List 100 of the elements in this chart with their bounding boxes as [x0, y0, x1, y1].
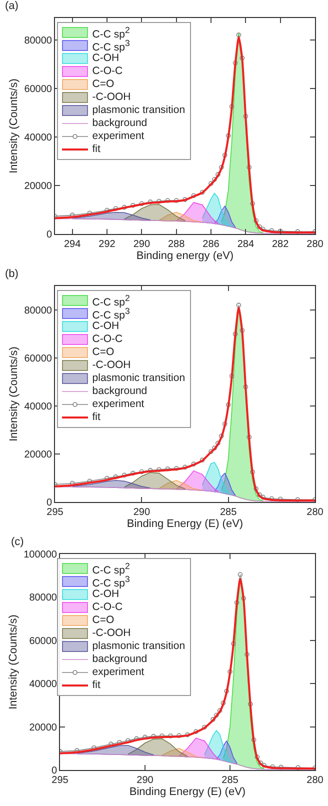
point — [226, 402, 231, 408]
point — [234, 600, 240, 605]
x-tick-label: 290 — [133, 239, 150, 250]
point — [254, 486, 258, 492]
x-tick-label: 285 — [220, 507, 238, 518]
text: (a) — [5, 0, 18, 12]
y-tick-label: 0 — [46, 230, 52, 240]
point — [139, 469, 144, 474]
point — [278, 764, 284, 770]
legend-label: experiment — [92, 130, 144, 144]
point — [257, 224, 262, 230]
point — [251, 737, 256, 742]
y-tick-label: 20000 — [24, 450, 52, 460]
point — [240, 56, 245, 60]
point — [243, 384, 248, 390]
legend-label: C-OH — [92, 588, 120, 602]
point — [182, 464, 188, 470]
point — [174, 198, 179, 203]
y-tick-label: 60000 — [24, 84, 52, 95]
x-tick-label: 286 — [202, 239, 220, 250]
point — [254, 754, 260, 760]
legend-label: C-O-C — [92, 601, 123, 614]
y-tick-label: 0 — [51, 766, 58, 776]
point — [156, 467, 162, 472]
legend-label: plasmonic transition — [92, 104, 186, 118]
point — [248, 702, 253, 707]
point — [148, 200, 153, 204]
point — [216, 172, 220, 177]
legend-label: fit — [92, 143, 100, 156]
point — [200, 458, 205, 462]
point — [232, 332, 238, 336]
point — [260, 494, 266, 500]
legend-label: C-C sp$^{3}$ — [92, 574, 130, 590]
point — [269, 496, 274, 502]
text: (b) — [5, 268, 18, 280]
x-tick-label: 295 — [52, 775, 69, 786]
point — [122, 204, 127, 210]
point — [165, 198, 170, 203]
x-axis-title: Binding Energy (E) (eV) — [129, 786, 246, 798]
point — [219, 164, 224, 170]
x-tick-label: 294 — [64, 239, 82, 250]
point — [130, 202, 136, 208]
y-tick-label: 0 — [46, 498, 52, 508]
legend-label: C-O-C — [92, 65, 123, 78]
point — [246, 434, 252, 440]
legend-label: C-OH — [92, 52, 120, 66]
legend-label: C=O — [92, 78, 114, 92]
legend-label: background — [92, 653, 148, 666]
point — [244, 652, 250, 657]
point — [216, 440, 220, 446]
point — [208, 181, 214, 186]
point — [254, 218, 258, 224]
point — [202, 724, 207, 730]
y-tick-label: 80000 — [24, 306, 52, 316]
y-tick-label: 80000 — [24, 35, 52, 46]
legend-label: -C-OOH — [92, 627, 131, 640]
legend-label: plasmonic transition — [92, 640, 186, 654]
legend-label: plasmonic transition — [92, 372, 186, 386]
point — [238, 572, 243, 577]
point — [214, 712, 219, 718]
y-tick-label: 80000 — [29, 592, 58, 604]
point — [139, 201, 144, 206]
point — [231, 641, 236, 646]
point — [176, 733, 182, 738]
legend-label: fit — [92, 411, 100, 424]
point — [240, 328, 245, 333]
point — [191, 462, 196, 466]
point — [174, 466, 179, 471]
point — [194, 729, 198, 734]
x-tick-label: 280 — [306, 775, 324, 786]
legend-label: -C-OOH — [92, 91, 131, 104]
point — [250, 201, 255, 206]
x-tick-label: 295 — [46, 507, 64, 518]
point — [210, 717, 216, 722]
text: (c) — [11, 536, 24, 548]
point — [222, 422, 228, 426]
legend-label: C-C sp$^{2}$ — [92, 24, 130, 41]
x-tick-label: 285 — [222, 775, 239, 786]
x-tick-label: 280 — [306, 239, 324, 250]
x-tick-label: 290 — [136, 775, 154, 786]
x-axis-title: Binding Energy (E) (eV) — [126, 518, 244, 530]
point — [295, 229, 300, 234]
point — [236, 302, 242, 308]
legend-label: background — [92, 117, 148, 130]
point — [165, 466, 170, 472]
legend-label: background — [92, 385, 148, 398]
point — [226, 133, 231, 138]
point — [220, 700, 226, 706]
point — [185, 732, 190, 738]
point — [222, 152, 228, 158]
y-tick-label: 20000 — [24, 180, 52, 192]
point — [228, 669, 232, 674]
x-tick-label: 284 — [237, 239, 254, 250]
point — [232, 60, 238, 66]
point — [262, 762, 266, 768]
point — [257, 492, 262, 498]
legend-label: C-C sp$^{2}$ — [92, 292, 130, 309]
y-tick-label: 20000 — [29, 722, 58, 734]
point — [258, 760, 263, 766]
legend-label: C-OH — [92, 320, 120, 334]
